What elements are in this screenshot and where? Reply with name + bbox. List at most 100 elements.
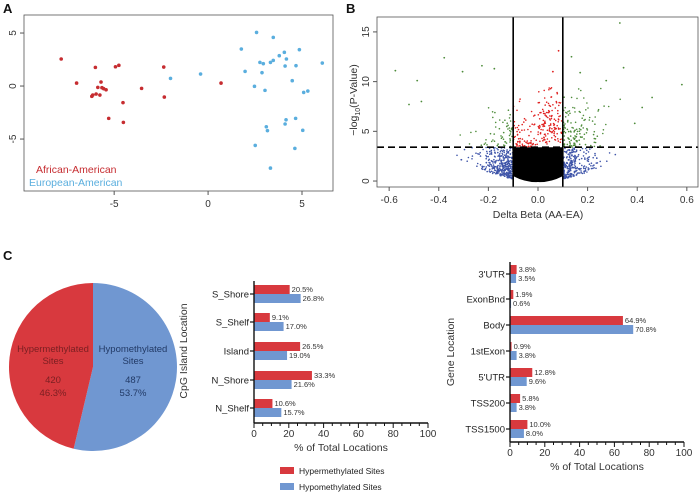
- point-european-american: [282, 50, 287, 55]
- point-european-american: [268, 60, 273, 65]
- volcano-point: [504, 165, 507, 167]
- volcano-point: [548, 140, 551, 143]
- volcano-point: [588, 156, 591, 158]
- volcano-point: [559, 141, 562, 143]
- volcano-point: [483, 143, 486, 145]
- point-european-american: [297, 47, 302, 52]
- volcano-point: [587, 158, 590, 161]
- point-european-american: [306, 89, 310, 93]
- volcano-point: [525, 119, 527, 121]
- volcano-point: [588, 116, 591, 119]
- volcano-point: [557, 112, 559, 115]
- volcano-point: [479, 155, 482, 157]
- volcano-point: [542, 119, 545, 122]
- legend-swatch-hyper: [280, 467, 294, 474]
- volcano-point: [482, 168, 484, 171]
- volcano-point: [534, 143, 537, 146]
- x-tick-label: 60: [353, 429, 365, 440]
- volcano-point: [521, 143, 524, 145]
- category-label: N_Shore: [212, 376, 250, 387]
- volcano-point: [603, 105, 605, 107]
- legend-european-american: European-American: [29, 177, 123, 189]
- volcano-point: [573, 148, 576, 150]
- point-european-american: [290, 78, 295, 83]
- category-label: ExonBnd: [466, 295, 505, 306]
- volcano-point: [492, 162, 494, 164]
- volcano-point: [582, 155, 585, 157]
- volcano-point: [602, 129, 605, 131]
- volcano-point: [483, 165, 485, 168]
- volcano-point: [527, 142, 530, 145]
- volcano-point: [578, 139, 580, 141]
- volcano-point: [543, 121, 546, 124]
- volcano-point: [568, 141, 571, 143]
- x-tick-label: 40: [574, 448, 586, 459]
- volcano-point: [530, 140, 532, 142]
- bar-value-label: 20.5%: [292, 285, 314, 294]
- volcano-point: [507, 109, 510, 111]
- volcano-point: [569, 155, 571, 157]
- bar-value-label: 0.9%: [514, 342, 531, 351]
- volcano-point: [566, 161, 568, 164]
- volcano-point: [507, 124, 509, 127]
- volcano-point: [569, 162, 571, 164]
- volcano-point: [523, 117, 526, 120]
- volcano-point: [569, 175, 572, 178]
- volcano-point: [541, 108, 544, 111]
- volcano-point: [493, 140, 496, 142]
- volcano-point: [583, 133, 586, 136]
- volcano-point: [567, 110, 569, 113]
- volcano-point: [517, 124, 520, 127]
- category-label: Body: [483, 321, 505, 332]
- volcano-point: [476, 162, 479, 165]
- y-axis-title: −log10(P-Value): [348, 64, 362, 136]
- volcano-point: [509, 113, 512, 116]
- volcano-point: [592, 156, 594, 159]
- volcano-point: [550, 87, 553, 89]
- volcano-point: [543, 97, 546, 99]
- pie-slice-hypomethylated: [73, 283, 178, 452]
- volcano-point: [557, 128, 560, 130]
- y-tick-label: 5: [361, 128, 372, 134]
- volcano-point: [567, 159, 570, 161]
- volcano-point: [586, 171, 588, 173]
- volcano-point: [586, 158, 589, 160]
- volcano-point: [574, 137, 576, 140]
- point-european-american: [260, 70, 264, 75]
- volcano-point: [557, 121, 559, 123]
- volcano-point: [497, 143, 499, 145]
- volcano-outlier-point: [551, 70, 554, 73]
- volcano-point: [607, 105, 610, 108]
- volcano-point: [525, 141, 527, 144]
- volcano-point: [580, 171, 582, 174]
- volcano-point: [576, 130, 579, 133]
- volcano-point: [564, 116, 567, 118]
- volcano-point: [543, 89, 545, 92]
- volcano-point: [489, 171, 492, 173]
- volcano-point: [549, 123, 552, 125]
- pie-label-percent-label: 46.3%: [40, 388, 67, 399]
- volcano-point: [509, 153, 512, 155]
- volcano-point: [560, 120, 563, 122]
- volcano-point: [519, 144, 521, 147]
- volcano-point: [571, 149, 573, 152]
- bar-hypermethylated: [510, 420, 528, 429]
- y-axis-title: CpG Island Location: [178, 303, 190, 398]
- point-african-american: [104, 87, 108, 92]
- volcano-point: [507, 165, 510, 167]
- point-european-american: [293, 116, 298, 121]
- volcano-point: [547, 116, 549, 119]
- y-tick-label: 15: [361, 26, 372, 38]
- panel-label-c: C: [3, 248, 13, 263]
- volcano-point: [527, 128, 529, 131]
- bar-value-label: 8.0%: [526, 429, 543, 438]
- volcano-point: [504, 166, 506, 168]
- volcano-point: [563, 124, 565, 127]
- volcano-point: [578, 128, 581, 130]
- volcano-point: [569, 153, 571, 155]
- volcano-point: [498, 155, 501, 158]
- bar-hypomethylated: [510, 351, 517, 360]
- volcano-point: [578, 162, 581, 165]
- pie-label-label-line2: Sites: [42, 356, 63, 367]
- volcano-point: [486, 170, 489, 173]
